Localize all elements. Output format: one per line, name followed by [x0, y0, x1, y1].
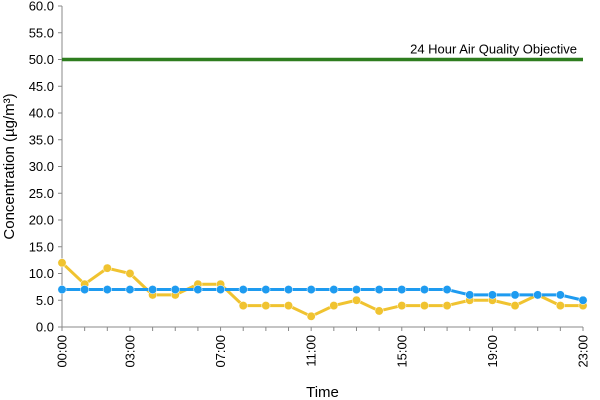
y-tick-label: 25.0 — [29, 186, 54, 201]
reference-line-group: 24 Hour Air Quality Objective — [62, 42, 583, 62]
data-point — [57, 285, 67, 294]
data-point — [510, 301, 520, 311]
data-point — [102, 263, 112, 273]
data-point — [284, 301, 293, 311]
data-point — [125, 269, 135, 278]
x-tick-label: 00:00 — [55, 335, 70, 368]
y-tick-label: 30.0 — [29, 159, 54, 174]
data-point — [352, 295, 361, 305]
y-tick-label: 45.0 — [29, 79, 54, 94]
series-group — [57, 258, 588, 321]
data-point — [374, 306, 384, 316]
x-tick-label: 07:00 — [213, 335, 228, 368]
data-point — [510, 290, 520, 300]
y-tick-label: 55.0 — [29, 25, 54, 40]
data-point — [555, 301, 565, 311]
x-axis-title: Time — [306, 384, 339, 400]
data-point — [216, 285, 226, 294]
data-point — [533, 290, 543, 300]
data-point — [465, 290, 475, 300]
x-tick-label: 03:00 — [122, 335, 137, 368]
x-axis-ticks: 00:00 03:00 07:00 11:00 15:00 19:00 23:00 — [55, 327, 591, 368]
y-axis-title: Concentration (µg/m³) — [1, 93, 18, 239]
data-point — [329, 285, 339, 294]
y-tick-label: 60.0 — [29, 0, 54, 14]
data-point — [487, 290, 497, 300]
data-point — [306, 311, 316, 321]
y-tick-label: 0.0 — [36, 320, 54, 335]
data-point — [442, 285, 452, 294]
reference-line-label: 24 Hour Air Quality Objective — [410, 42, 577, 57]
data-point — [419, 301, 429, 311]
data-point — [193, 285, 203, 294]
y-tick-label: 35.0 — [29, 132, 54, 147]
y-tick-label: 15.0 — [29, 239, 54, 254]
data-point — [352, 285, 361, 294]
data-point — [555, 290, 565, 300]
data-point — [329, 301, 339, 311]
data-point — [102, 285, 112, 294]
x-tick-label: 15:00 — [394, 335, 409, 368]
series-2 — [57, 285, 588, 305]
data-point — [238, 285, 248, 294]
y-tick-label: 50.0 — [29, 52, 54, 67]
data-point — [578, 295, 588, 305]
data-point — [442, 301, 452, 311]
data-point — [397, 301, 407, 311]
y-tick-label: 40.0 — [29, 106, 54, 121]
y-tick-label: 20.0 — [29, 213, 54, 228]
data-point — [261, 301, 271, 311]
y-tick-label: 5.0 — [36, 293, 54, 308]
data-point — [261, 285, 271, 294]
data-point — [125, 285, 135, 294]
data-point — [80, 285, 90, 294]
data-point — [306, 285, 316, 294]
data-point — [57, 258, 67, 268]
data-point — [170, 285, 180, 294]
y-tick-label: 10.0 — [29, 266, 54, 281]
x-tick-label: 23:00 — [576, 335, 591, 368]
y-axis-ticks: 0.0 5.0 10.0 15.0 20.0 25.0 30.0 35.0 40.0 45.0 50… — [29, 0, 62, 335]
data-point — [284, 285, 293, 294]
data-point — [238, 301, 248, 311]
data-point — [148, 285, 158, 294]
x-tick-label: 19:00 — [485, 335, 500, 368]
series-line — [62, 288, 584, 302]
x-tick-label: 11:00 — [304, 335, 319, 367]
data-point — [419, 285, 429, 294]
data-point — [397, 285, 407, 294]
data-point — [374, 285, 384, 294]
